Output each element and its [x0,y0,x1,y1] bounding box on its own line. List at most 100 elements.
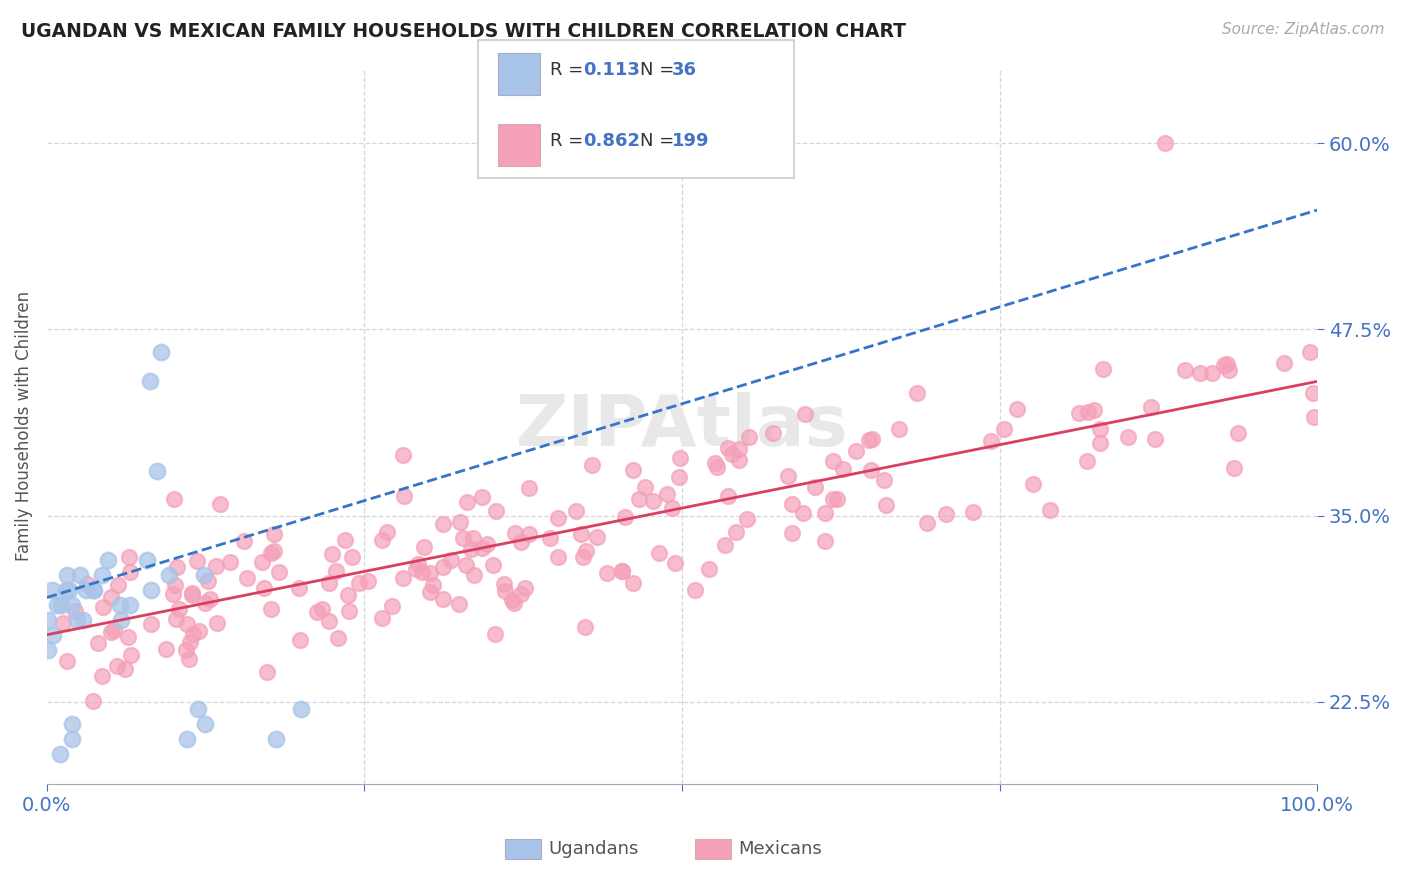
Point [139,582,162,597]
Point [1039,503,1062,517]
Point [547,511,569,525]
Point [547,549,569,564]
Point [482,558,505,572]
Point [655,487,678,501]
Point [83,582,105,597]
Point [1005,402,1028,417]
Point [183,627,205,641]
Point [118,549,141,564]
Point [100,590,122,604]
Point [728,453,751,467]
Point [993,422,1015,436]
Point [451,531,474,545]
Point [138,375,160,389]
Point [794,407,817,421]
Point [318,614,340,628]
Point [460,542,482,557]
Point [91,599,114,614]
Point [337,604,360,618]
Point [721,447,744,461]
Point [155,641,177,656]
Point [503,596,526,610]
Point [456,495,478,509]
Point [1215,357,1237,371]
Point [804,480,827,494]
Point [181,586,204,600]
Point [118,565,141,579]
Point [664,556,686,570]
Point [105,659,128,673]
Point [392,489,415,503]
Point [110,598,132,612]
Point [825,491,848,506]
Point [181,588,204,602]
Point [717,441,740,455]
Point [120,648,142,662]
Point [440,553,463,567]
Point [263,527,285,541]
Point [814,506,837,520]
Point [97,553,120,567]
Point [461,532,484,546]
Point [463,568,485,582]
Point [198,592,221,607]
Point [449,516,471,530]
Point [697,562,720,576]
Point [37,613,59,627]
Point [565,504,588,518]
Point [627,491,650,506]
Point [648,546,671,560]
Point [596,566,619,580]
Point [205,559,228,574]
Point [100,625,122,640]
Point [174,643,197,657]
Point [1299,345,1322,359]
Point [612,565,634,579]
Text: 0.862: 0.862 [583,132,641,150]
Point [176,617,198,632]
Point [375,525,398,540]
Text: N =: N = [640,132,679,150]
Point [821,491,844,506]
Point [82,694,104,708]
Point [411,566,433,580]
Point [661,501,683,516]
Point [586,530,609,544]
Point [165,577,187,591]
Point [290,702,312,716]
Text: Mexicans: Mexicans [738,840,823,858]
Point [45,598,67,612]
Point [118,598,141,612]
Point [610,564,633,578]
Point [1201,366,1223,380]
Point [737,512,759,526]
Point [449,597,471,611]
Point [979,434,1001,449]
Point [76,577,98,591]
Point [1077,405,1099,419]
Point [139,617,162,632]
Point [37,642,59,657]
Point [572,549,595,564]
Point [167,601,190,615]
Point [166,560,188,574]
Point [614,510,637,524]
Point [250,555,273,569]
Point [419,585,441,599]
Point [471,491,494,505]
Point [232,533,254,548]
Point [887,422,910,436]
Point [263,544,285,558]
Point [253,581,276,595]
Point [782,497,804,511]
Point [60,598,83,612]
Point [513,581,536,595]
Point [621,575,644,590]
Point [208,497,231,511]
Point [135,553,157,567]
Point [494,577,516,591]
Point [311,602,333,616]
Point [845,443,868,458]
Point [336,588,359,602]
Point [1143,433,1166,447]
